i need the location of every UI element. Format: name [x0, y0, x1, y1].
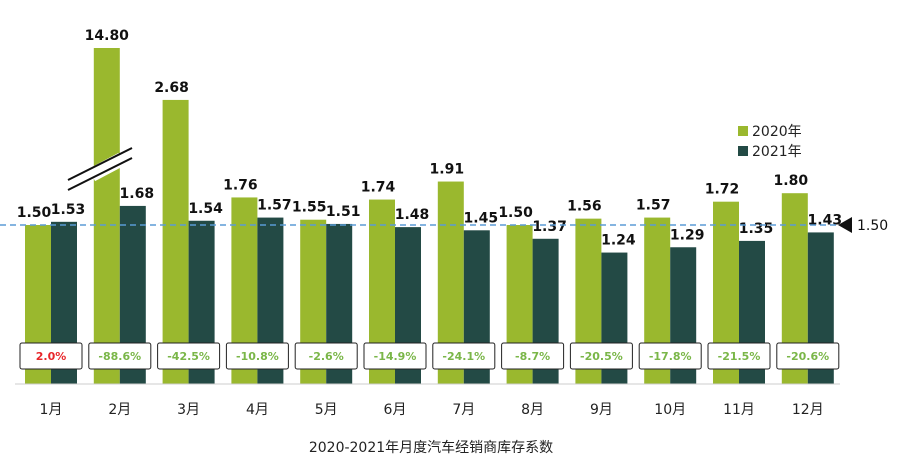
value-label-2020-2: 14.80 [85, 28, 130, 44]
yoy-box-7 [432, 342, 496, 370]
category-label-3: 3月 [177, 402, 200, 418]
yoy-box-8 [501, 342, 565, 370]
yoy-box-3 [157, 342, 221, 370]
yoy-box-6 [363, 342, 427, 370]
category-label-5: 5月 [315, 402, 338, 418]
legend-swatch-2 [738, 146, 748, 156]
value-label-2021-8: 1.37 [532, 219, 567, 235]
value-label-2020-9: 1.56 [567, 199, 602, 215]
value-label-2021-12: 1.43 [808, 212, 843, 228]
yoy-box-5 [294, 342, 358, 370]
legend-swatch-1 [738, 126, 748, 136]
legend-label-2: 2021年 [752, 144, 802, 160]
yoy-label-3: -42.5% [167, 350, 210, 363]
yoy-label-9: -20.5% [580, 350, 623, 363]
value-label-2020-7: 1.91 [430, 162, 465, 178]
yoy-label-7: -24.1% [442, 350, 485, 363]
value-label-2021-7: 1.45 [464, 210, 499, 226]
value-label-2021-5: 1.51 [326, 204, 361, 220]
category-label-6: 6月 [384, 402, 407, 418]
reference-line-label: 1.50 [857, 218, 888, 234]
value-label-2021-9: 1.24 [601, 233, 636, 249]
yoy-box-4 [225, 342, 289, 370]
category-labels-group: 1月 2月 3月 4月 5月 6月 7月 8月 9月 10月 11月 12月 [40, 402, 824, 418]
yoy-label-8: -8.7% [515, 350, 550, 363]
value-label-2020-3: 2.68 [154, 80, 189, 96]
yoy-box-11 [707, 342, 771, 370]
category-label-8: 8月 [521, 402, 544, 418]
value-label-2020-1: 1.50 [17, 205, 52, 221]
value-label-2020-4: 1.76 [223, 177, 258, 193]
yoy-change-group: 2.0% -88.6% -42.5% -10.8% -2.6% -14.9% -24.1% -… [19, 342, 840, 370]
value-label-2021-2: 1.68 [120, 186, 155, 202]
yoy-label-6: -14.9% [374, 350, 417, 363]
chart-title: 2020-2021年月度汽车经销商库存系数 [309, 439, 553, 456]
reference-line-group: 1.50 [0, 217, 888, 234]
value-label-2020-6: 1.74 [361, 180, 396, 196]
value-label-2021-4: 1.57 [257, 198, 292, 214]
yoy-label-2: -88.6% [98, 350, 141, 363]
yoy-box-12 [776, 342, 840, 370]
bar-2020-2 [93, 48, 120, 384]
category-label-2: 2月 [108, 402, 131, 418]
value-label-2021-11: 1.35 [739, 221, 774, 237]
value-label-2020-12: 1.80 [774, 173, 809, 189]
bar-2020-3 [162, 99, 189, 385]
yoy-label-12: -20.6% [786, 350, 829, 363]
yoy-label-10: -17.8% [649, 350, 692, 363]
value-label-2020-10: 1.57 [636, 198, 671, 214]
category-label-4: 4月 [246, 402, 269, 418]
value-label-2021-10: 1.29 [670, 227, 705, 243]
category-label-1: 1月 [40, 402, 63, 418]
yoy-box-1 [19, 342, 83, 370]
yoy-label-11: -21.5% [718, 350, 761, 363]
value-label-2020-8: 1.50 [498, 205, 533, 221]
yoy-label-5: -2.6% [309, 350, 344, 363]
value-label-2020-11: 1.72 [705, 182, 740, 198]
value-label-2020-5: 1.55 [292, 200, 327, 216]
axis-break-line-lower [67, 157, 133, 191]
yoy-label-4: -10.8% [236, 350, 279, 363]
axis-break-line-upper [67, 147, 133, 181]
value-label-2021-1: 1.53 [51, 202, 86, 218]
value-label-2021-6: 1.48 [395, 207, 430, 223]
category-label-7: 7月 [452, 402, 475, 418]
yoy-box-10 [638, 342, 702, 370]
yoy-box-2 [88, 342, 152, 370]
category-label-9: 9月 [590, 402, 613, 418]
yoy-box-9 [569, 342, 633, 370]
category-label-10: 10月 [654, 402, 686, 418]
category-label-11: 11月 [723, 402, 755, 418]
legend-label-1: 2020年 [752, 124, 802, 140]
legend: 2020年 2021年 [738, 124, 802, 160]
value-label-2021-3: 1.54 [188, 201, 223, 217]
category-label-12: 12月 [792, 402, 824, 418]
reference-arrow-icon [838, 217, 852, 233]
yoy-label-1: 2.0% [36, 350, 67, 363]
